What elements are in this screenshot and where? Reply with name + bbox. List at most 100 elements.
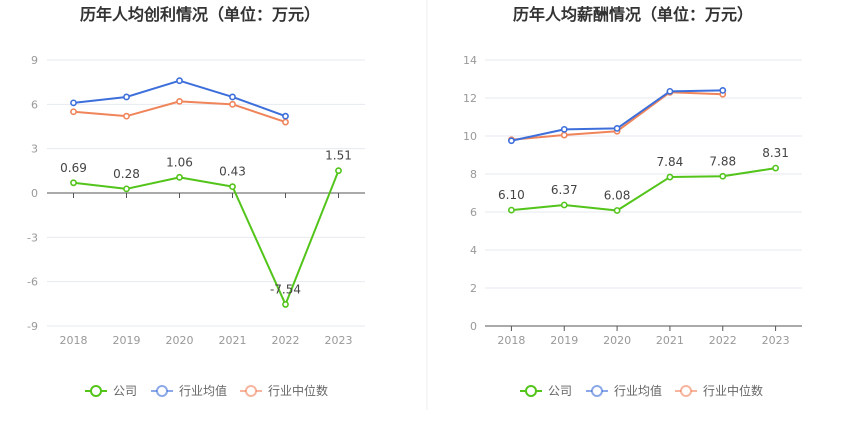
y-tick-label: 3 — [31, 143, 38, 156]
x-tick-label: 2022 — [709, 334, 737, 347]
y-tick-label: 10 — [463, 130, 477, 143]
legend-item[interactable]: 行业均值 — [586, 383, 662, 398]
series-行业均值 — [70, 77, 289, 120]
series-公司: 6.10 6.37 6.08 7.84 7.88 8.31 — [498, 146, 789, 214]
data-point — [719, 87, 727, 94]
data-label: 0.43 — [219, 165, 246, 179]
x-tick-label: 2022 — [272, 334, 300, 347]
series-line — [73, 170, 340, 306]
data-point — [613, 207, 621, 214]
data-label: 8.31 — [762, 146, 789, 160]
x-tick-label: 2023 — [762, 334, 790, 347]
x-tick-label: 2018 — [497, 334, 525, 347]
data-point — [70, 179, 77, 187]
legend-item[interactable]: 公司 — [520, 384, 572, 398]
chart-title: 历年人均薪酬情况（单位：万元） — [513, 5, 753, 24]
y-tick-label: 8 — [470, 168, 477, 181]
y-tick-label: 0 — [470, 320, 477, 333]
x-tick-label: 2019 — [550, 334, 578, 347]
data-point — [229, 93, 236, 101]
legend-item[interactable]: 公司 — [85, 384, 137, 398]
x-tick-label: 2023 — [325, 334, 353, 347]
data-label: 6.37 — [551, 183, 578, 197]
legend-marker-icon — [156, 385, 168, 397]
data-point — [282, 112, 289, 120]
x-tick-label: 2021 — [656, 334, 684, 347]
data-label: 7.84 — [657, 155, 684, 169]
legend-label: 行业中位数 — [703, 383, 763, 398]
data-label: 0.28 — [113, 167, 140, 181]
data-point — [666, 87, 674, 95]
data-point — [772, 164, 779, 172]
series-line — [511, 167, 776, 212]
data-label: 7.88 — [709, 154, 736, 168]
data-point — [229, 183, 236, 191]
data-point — [123, 185, 130, 193]
data-point — [176, 97, 183, 105]
series-公司: 0.69 0.28 1.06 0.43 -7.54 1.51 — [60, 149, 352, 308]
y-tick-label: 0 — [31, 187, 38, 200]
data-label: -7.54 — [270, 282, 301, 296]
data-point — [176, 77, 183, 85]
y-tick-label: -3 — [27, 231, 38, 244]
data-point — [282, 118, 289, 126]
data-point — [229, 100, 236, 108]
series-行业均值 — [508, 87, 727, 145]
legend-marker-icon — [525, 385, 537, 397]
legend-item[interactable]: 行业中位数 — [240, 383, 328, 398]
data-point — [719, 172, 727, 180]
y-tick-label: 6 — [31, 98, 38, 111]
x-tick-label: 2019 — [113, 334, 141, 347]
y-tick-label: 12 — [463, 92, 477, 105]
y-tick-label: 9 — [31, 54, 38, 67]
legend-label: 行业均值 — [614, 383, 662, 398]
y-tick-label: -9 — [27, 320, 38, 333]
data-point — [335, 167, 342, 175]
data-label: 6.08 — [604, 188, 631, 202]
y-tick-label: 14 — [463, 54, 477, 67]
legend-marker-icon — [680, 385, 692, 397]
data-point — [123, 93, 130, 101]
legend-marker-icon — [591, 385, 603, 397]
legend-marker-icon — [90, 385, 102, 397]
data-point — [123, 112, 130, 120]
data-point — [70, 99, 77, 107]
legend: 公司 行业均值 行业中位数 — [520, 383, 763, 398]
data-label: 0.69 — [60, 161, 87, 175]
data-label: 6.10 — [498, 188, 525, 202]
series-行业中位数 — [70, 97, 289, 126]
data-point — [508, 206, 515, 214]
y-tick-label: 2 — [470, 282, 477, 295]
data-point — [560, 125, 568, 133]
chart-panel-2: 历年人均薪酬情况（单位：万元） 14 12 10 8 6 4 2 0 2018 2019 2020 20… — [463, 5, 802, 398]
legend-label: 行业均值 — [179, 383, 227, 398]
y-tick-label: -6 — [27, 276, 38, 289]
chart-title: 历年人均创利情况（单位：万元） — [80, 5, 320, 24]
legend-label: 公司 — [113, 384, 137, 398]
data-point — [282, 301, 289, 308]
x-tick-label: 2021 — [219, 334, 247, 347]
data-point — [666, 173, 674, 181]
legend-item[interactable]: 行业均值 — [151, 383, 227, 398]
chart-panel-1: 历年人均创利情况（单位：万元） 9 6 3 0 -3 -6 -9 2018 2019 2020 202… — [27, 5, 365, 398]
y-tick-label: 6 — [470, 206, 477, 219]
data-label: 1.06 — [166, 155, 193, 169]
data-point — [613, 124, 621, 132]
data-point — [560, 131, 568, 139]
legend-label: 公司 — [548, 384, 572, 398]
legend-item[interactable]: 行业中位数 — [675, 383, 763, 398]
y-tick-label: 4 — [470, 244, 477, 257]
legend-label: 行业中位数 — [268, 383, 328, 398]
x-tick-label: 2020 — [166, 334, 194, 347]
legend-marker-icon — [245, 385, 257, 397]
x-tick-label: 2018 — [60, 334, 88, 347]
x-tick-label: 2020 — [603, 334, 631, 347]
data-point — [70, 108, 77, 116]
data-point — [508, 137, 515, 145]
data-label: 1.51 — [325, 149, 352, 163]
legend: 公司 行业均值 行业中位数 — [85, 383, 328, 398]
data-point — [560, 201, 568, 209]
data-point — [176, 173, 183, 181]
